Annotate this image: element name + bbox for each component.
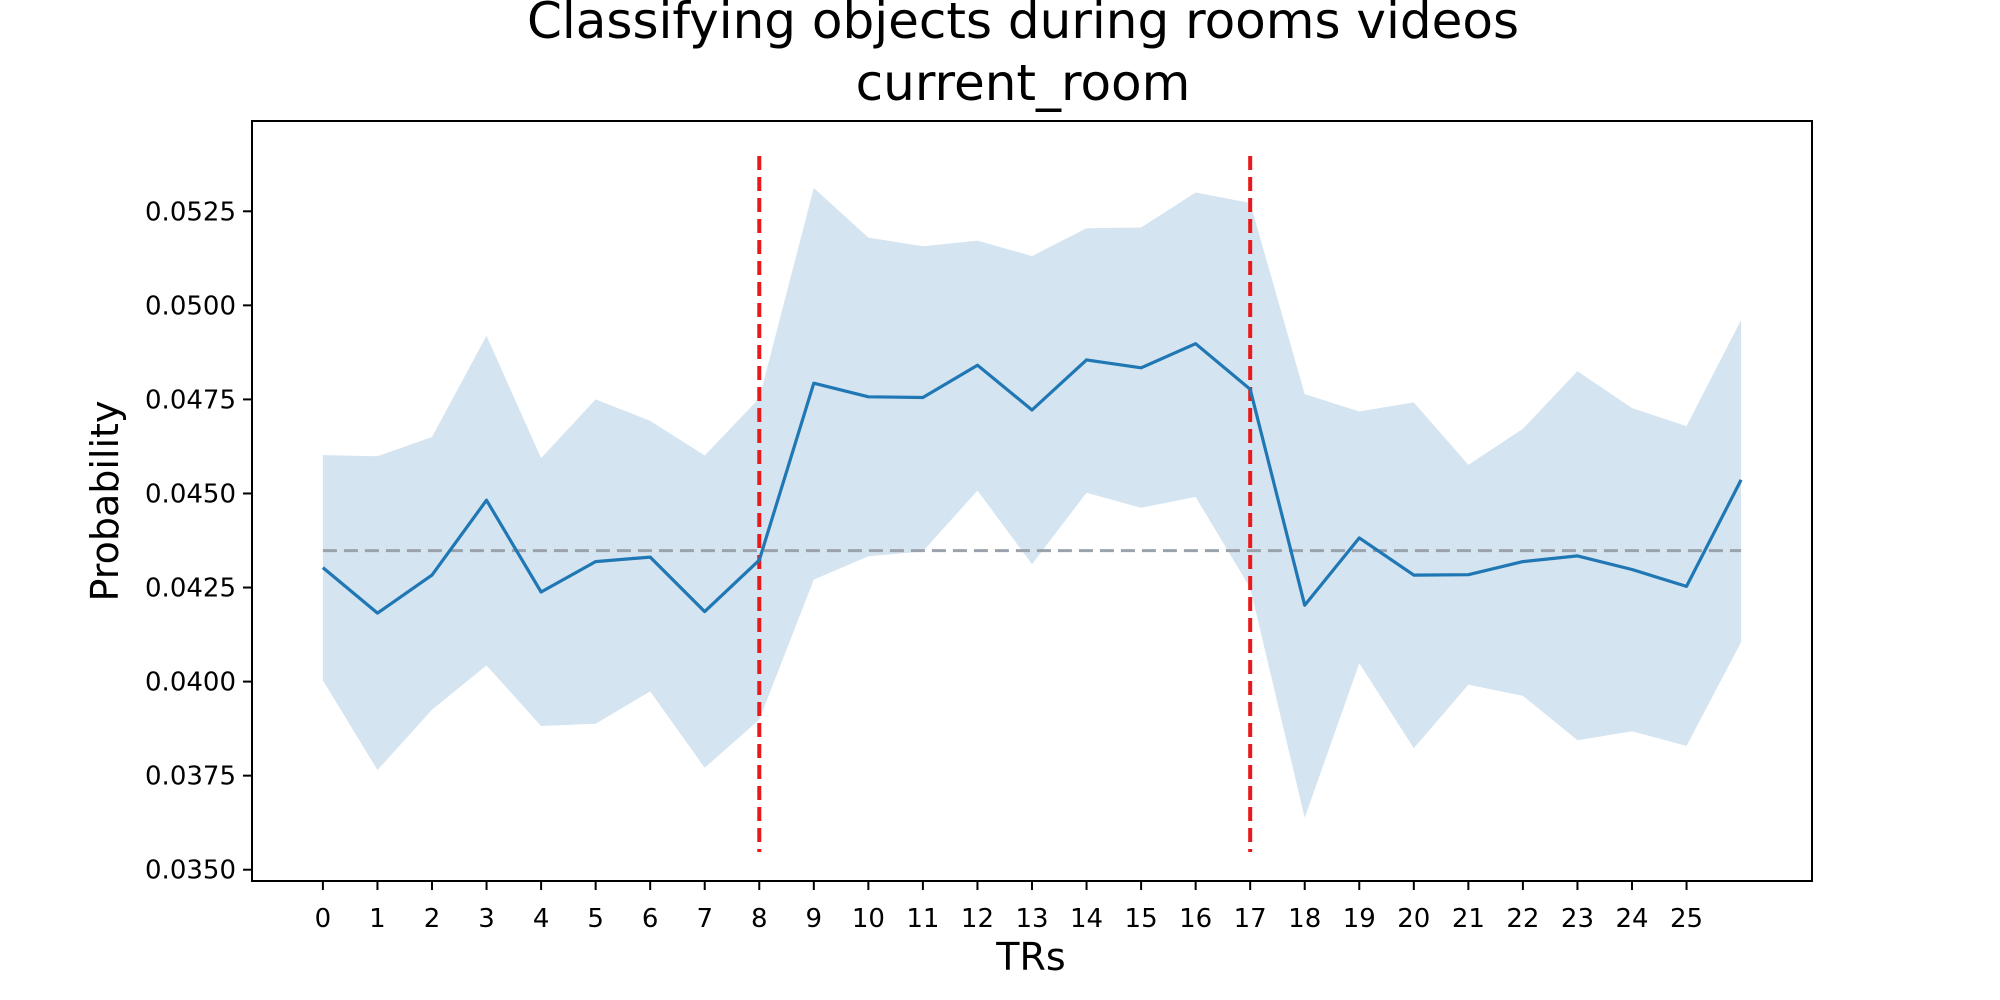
x-tick-label: 2	[424, 904, 441, 934]
chart-title: Classifying objects during rooms videos	[527, 0, 1519, 50]
x-tick-label: 15	[1125, 904, 1158, 934]
x-tick-label: 24	[1615, 904, 1648, 934]
y-tick-label: 0.0400	[145, 668, 236, 698]
y-tick-label: 0.0450	[145, 479, 236, 509]
plot-area	[321, 156, 1743, 852]
y-tick-label: 0.0525	[145, 197, 236, 227]
y-tick-label: 0.0475	[145, 385, 236, 415]
x-tick-label: 18	[1288, 904, 1321, 934]
x-tick-label: 19	[1343, 904, 1376, 934]
confidence-band-0	[322, 188, 1742, 818]
x-tick-label: 23	[1561, 904, 1594, 934]
y-tick-label: 0.0375	[145, 762, 236, 792]
x-axis: 0 1 2 3 4 5 6 7 8 9 10 11 12 13 14 15 16 17 18 19 20 21 22 23 24…	[315, 881, 1703, 934]
y-tick-label: 0.0350	[145, 856, 236, 886]
x-tick-label: 14	[1070, 904, 1103, 934]
x-tick-label: 0	[315, 904, 332, 934]
x-tick-label: 1	[369, 904, 386, 934]
x-tick-label: 17	[1234, 904, 1267, 934]
x-tick-label: 12	[961, 904, 994, 934]
x-tick-label: 10	[852, 904, 885, 934]
chart-subtitle: current_room	[856, 54, 1191, 112]
y-tick-label: 0.0425	[145, 574, 236, 604]
x-tick-label: 20	[1397, 904, 1430, 934]
y-axis: 0.0350 0.0375 0.0400 0.0425 0.0450 0.0475 0.05…	[145, 197, 252, 886]
x-tick-label: 8	[751, 904, 768, 934]
y-axis-label: Probability	[83, 401, 127, 602]
x-tick-label: 6	[642, 904, 659, 934]
x-tick-label: 16	[1179, 904, 1212, 934]
x-tick-label: 3	[478, 904, 495, 934]
x-tick-label: 21	[1452, 904, 1485, 934]
x-tick-label: 22	[1506, 904, 1539, 934]
x-tick-label: 25	[1670, 904, 1703, 934]
x-tick-label: 9	[806, 904, 823, 934]
x-tick-label: 13	[1015, 904, 1048, 934]
x-tick-label: 11	[906, 904, 939, 934]
x-tick-label: 5	[587, 904, 604, 934]
x-tick-label: 7	[696, 904, 713, 934]
x-tick-label: 4	[533, 904, 550, 934]
x-axis-label: TRs	[995, 935, 1065, 979]
y-tick-label: 0.0500	[145, 291, 236, 321]
